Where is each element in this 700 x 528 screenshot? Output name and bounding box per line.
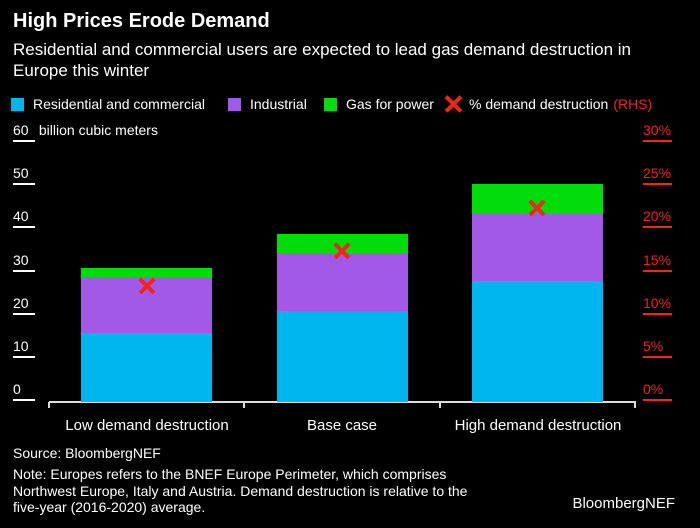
note-line-1: Note: Europes refers to the BNEF Europe … — [13, 466, 447, 482]
right-axis-tick-25: 25% — [643, 166, 672, 186]
legend-label: Industrial — [250, 96, 307, 112]
legend-item-industrial: Industrial — [228, 96, 307, 112]
bar-segment-industrial — [276, 253, 408, 312]
x-axis-line — [49, 401, 636, 403]
residential-swatch-icon — [11, 97, 24, 111]
bar-segment-industrial — [471, 214, 603, 282]
rhs-tag: (RHS) — [613, 96, 653, 112]
right-axis-tick-15: 15% — [643, 252, 672, 272]
right-axis-tick-5: 5% — [643, 338, 672, 358]
right-axis-tick-0: 0% — [643, 382, 672, 401]
bar-segment-residential-and-commercial — [81, 332, 213, 402]
y-axis-tick-20: 20 — [13, 295, 35, 315]
bar-segment-gas-for-power — [81, 268, 213, 277]
x-axis-tick — [438, 402, 441, 408]
subtitle-line-1: Residential and commercial users are exp… — [13, 40, 632, 59]
legend-item-residential: Residential and commercial — [11, 96, 205, 112]
right-axis-tick-30: 30% — [643, 123, 672, 142]
x-axis-tick — [48, 402, 50, 408]
gas-for-power-swatch-icon — [324, 97, 337, 111]
legend-item-gas-for-power: Gas for power — [324, 96, 434, 112]
right-axis-tick-20: 20% — [643, 209, 672, 229]
y-axis-tick-0: 0 — [13, 382, 35, 401]
demand-destruction-marker — [530, 201, 544, 215]
right-axis-tick-10: 10% — [643, 295, 672, 315]
note-text: Note: Europes refers to the BNEF Europe … — [13, 466, 467, 516]
x-marker-icon — [446, 97, 461, 112]
y-axis-tick-60: 60 billion cubic meters — [13, 123, 158, 142]
category-label-base: Base case — [306, 417, 378, 434]
subtitle-line-2: Europe this winter — [13, 61, 150, 80]
bar-segment-residential-and-commercial — [471, 281, 603, 402]
legend-label: Gas for power — [346, 96, 434, 112]
legend-item-demand-destruction: % demand destruction (RHS) — [446, 96, 652, 112]
y-axis-tick-40: 40 — [13, 209, 35, 229]
note-line-3: five-year (2016-2020) average. — [13, 499, 206, 515]
bar-segment-residential-and-commercial — [276, 311, 408, 402]
y-axis-tick-30: 30 — [13, 252, 35, 272]
chart-subtitle: Residential and commercial users are exp… — [13, 39, 631, 81]
demand-destruction-marker — [140, 278, 154, 292]
y-axis-tick-50: 50 — [13, 166, 35, 186]
legend-label: Residential and commercial — [33, 96, 205, 112]
industrial-swatch-icon — [228, 97, 241, 111]
demand-destruction-marker — [335, 244, 349, 258]
legend-label: % demand destruction — [469, 96, 609, 112]
x-axis-tick — [634, 402, 636, 408]
category-label-low: Low demand destruction — [65, 417, 229, 434]
category-label-high: High demand destruction — [454, 417, 622, 434]
chart-title: High Prices Erode Demand — [13, 10, 270, 32]
x-axis-tick — [243, 402, 246, 408]
brand-logo-text: BloombergNEF — [572, 495, 675, 512]
y-axis-tick-10: 10 — [13, 338, 35, 358]
note-line-2: Northwest Europe, Italy and Austria. Dem… — [13, 482, 468, 499]
source-text: Source: BloombergNEF — [13, 445, 161, 461]
